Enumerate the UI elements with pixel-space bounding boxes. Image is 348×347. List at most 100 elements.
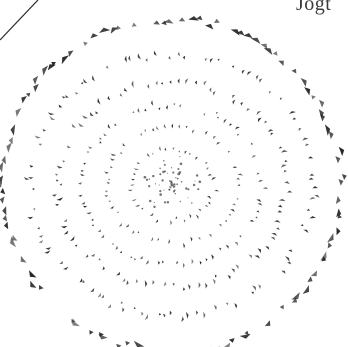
seal-mark <box>187 284 191 290</box>
seal-mark <box>131 229 135 235</box>
seal-speck <box>170 182 172 184</box>
seal-mark <box>151 152 154 155</box>
seal-mark <box>214 189 219 192</box>
seal-mark <box>83 78 88 84</box>
seal-mark <box>97 97 101 105</box>
seal-mark <box>56 165 63 169</box>
seal-mark <box>223 342 231 347</box>
seal-mark <box>155 80 158 86</box>
seal-mark <box>232 99 236 105</box>
seal-mark <box>310 270 317 277</box>
seal-mark <box>134 258 137 261</box>
seal-mark <box>207 173 213 176</box>
seal-mark <box>205 23 214 30</box>
seal-mark <box>49 116 56 121</box>
seal-mark <box>3 221 9 230</box>
seal-mark <box>209 58 214 63</box>
seal-mark <box>139 255 143 260</box>
seal-mark <box>224 220 227 223</box>
seal-mark <box>78 194 83 197</box>
seal-mark <box>207 202 211 205</box>
seal-mark <box>302 285 310 295</box>
seal-mark <box>32 75 39 85</box>
seal-mark <box>38 284 44 290</box>
seal-mark <box>124 55 127 63</box>
seal-mark <box>55 179 59 182</box>
seal-mark <box>212 90 216 96</box>
seal-speck <box>173 183 176 186</box>
seal-mark <box>141 311 144 317</box>
seal-mark <box>65 94 69 98</box>
seal-mark <box>232 166 238 168</box>
seal-mark <box>82 280 85 283</box>
seal-mark <box>11 234 18 241</box>
seal-mark <box>75 91 79 95</box>
seal-mark <box>235 264 239 270</box>
seal-mark <box>110 27 119 34</box>
seal-speck <box>168 188 170 191</box>
seal-mark <box>247 71 252 76</box>
seal-mark <box>195 214 199 220</box>
seal-mark <box>110 206 114 209</box>
seal-speck <box>185 187 188 190</box>
seal-mark <box>132 111 135 113</box>
seal-mark <box>86 212 92 215</box>
seal-mark <box>85 254 89 258</box>
seal-mark <box>268 91 271 94</box>
seal-mark <box>198 282 201 289</box>
seal-mark <box>47 64 56 71</box>
seal-mark <box>278 146 283 149</box>
seal-mark <box>163 123 167 129</box>
seal-mark <box>314 194 320 198</box>
seal-mark <box>213 136 217 139</box>
seal-mark <box>309 173 315 176</box>
edge-text: Jogt <box>296 0 332 15</box>
seal-mark <box>198 208 202 212</box>
seal-mark <box>133 173 136 175</box>
seal-mark <box>181 316 184 323</box>
seal-mark <box>232 94 236 99</box>
seal-mark <box>80 173 85 177</box>
seal-mark <box>184 150 187 154</box>
seal-mark <box>115 245 118 250</box>
seal-mark <box>270 132 274 136</box>
seal-mark <box>228 213 231 217</box>
seal-mark <box>150 100 154 106</box>
seal-mark <box>153 50 157 56</box>
seal-speck <box>158 184 160 186</box>
seal-mark <box>308 156 314 159</box>
seal-mark <box>38 234 43 238</box>
seal-mark <box>137 53 141 60</box>
seal-speck <box>176 177 179 180</box>
seal-speck <box>187 197 189 199</box>
seal-mark <box>21 95 27 104</box>
seal-mark <box>78 182 83 185</box>
seal-mark <box>2 206 7 216</box>
seal-mark <box>254 255 260 259</box>
seal-mark <box>188 16 200 21</box>
seal-mark <box>338 179 344 186</box>
seal-mark <box>292 117 297 120</box>
seal-speck <box>162 170 165 174</box>
seal-mark <box>268 129 274 132</box>
seal-mark <box>118 222 122 227</box>
seal-mark <box>62 160 66 163</box>
seal-speck <box>194 180 196 182</box>
seal-mark <box>144 313 149 321</box>
seal-mark <box>158 312 162 316</box>
seal-speck <box>177 167 180 171</box>
seal-mark <box>63 218 68 222</box>
seal-mark <box>257 248 261 254</box>
seal-mark <box>212 278 216 285</box>
seal-mark <box>191 258 194 265</box>
seal-mark <box>256 172 260 175</box>
seal-mark <box>152 128 155 132</box>
seal-mark <box>204 205 209 208</box>
seal-mark <box>336 227 341 236</box>
seal-speck <box>164 170 167 173</box>
seal-mark <box>69 236 75 242</box>
seal-mark <box>265 246 270 250</box>
seal-speck <box>168 180 171 182</box>
seal-speck <box>187 188 190 191</box>
seal-mark <box>278 198 286 202</box>
